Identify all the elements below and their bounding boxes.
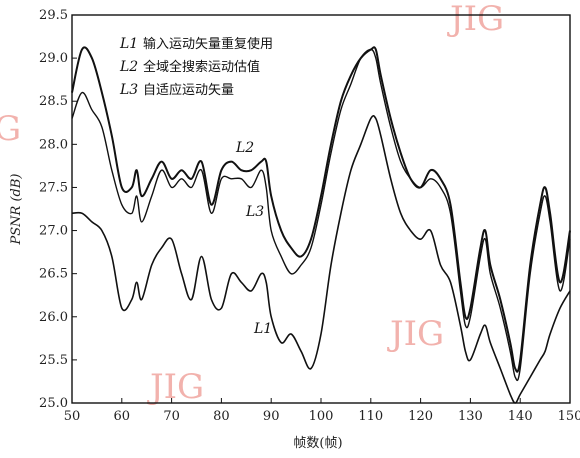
x-axis: 50 60 70 80 90 100 110 120 130 140 150	[64, 398, 580, 424]
y-tick-label: 27.5	[39, 180, 68, 195]
y-tick-label: 29.5	[39, 8, 68, 23]
x-tick-label: 110	[358, 409, 383, 424]
legend-key-l2: L2	[119, 59, 138, 75]
y-tick-label: 25.0	[39, 396, 68, 411]
series-label-l3: L3	[245, 204, 264, 220]
series-label-l1: L1	[253, 321, 272, 337]
x-tick-label: 90	[263, 409, 280, 424]
x-tick-label: 80	[213, 409, 230, 424]
y-axis: 25.0 25.5 26.0 26.5 27.0 27.5 28.0 28.5 29.0 29.5	[39, 8, 77, 411]
x-tick-label: 140	[508, 409, 533, 424]
legend-text-l2: 全域全搜索运动估值	[143, 59, 260, 75]
y-tick-label: 27.0	[39, 224, 68, 239]
x-axis-label: 帧数(帧)	[293, 436, 342, 451]
x-tick-label: 60	[114, 409, 131, 424]
x-tick-label: 50	[64, 409, 81, 424]
y-axis-label: PSNR (dB)	[9, 174, 24, 246]
watermark-mid-right: JIG	[387, 314, 444, 354]
series-line-l2	[71, 46, 571, 373]
legend-text-l3: 自适应运动矢量	[143, 82, 234, 98]
y-tick-label: 26.0	[39, 310, 68, 325]
y-tick-label: 28.0	[39, 137, 68, 152]
y-tick-label: 25.5	[39, 353, 68, 368]
y-tick-label: 29.0	[39, 51, 68, 66]
legend: L1 输入运动矢量重复使用 L2 全域全搜索运动估值 L3 自适应运动矢量	[119, 36, 273, 98]
watermark-top-right: JIG	[447, 0, 504, 39]
x-tick-label: 130	[458, 409, 483, 424]
legend-key-l1: L1	[119, 36, 138, 52]
series-line-l1	[71, 115, 571, 404]
watermark-bottom: JIG	[147, 367, 204, 407]
series-layer	[71, 46, 571, 404]
watermark-layer: JIG G JIG JIG	[0, 0, 504, 407]
legend-text-l1: 输入运动矢量重复使用	[143, 36, 273, 52]
y-tick-label: 26.5	[39, 267, 68, 282]
x-tick-label: 70	[163, 409, 180, 424]
watermark-left: G	[0, 109, 21, 149]
legend-key-l3: L3	[119, 82, 138, 98]
series-label-l2: L2	[235, 140, 254, 156]
y-tick-label: 28.5	[39, 94, 68, 109]
x-tick-label: 120	[408, 409, 433, 424]
x-tick-label: 150	[558, 409, 580, 424]
x-tick-label: 100	[309, 409, 334, 424]
series-line-l3	[71, 48, 571, 382]
